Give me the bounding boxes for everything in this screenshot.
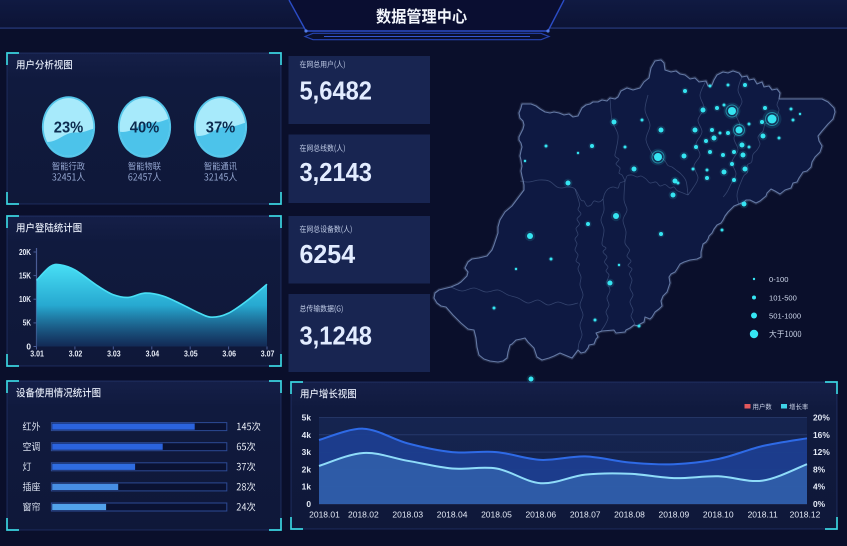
svg-text:2018.07: 2018.07 [570,510,601,520]
svg-text:6254: 6254 [300,239,356,269]
svg-text:15K: 15K [19,270,31,280]
svg-text:5k: 5k [302,413,312,423]
svg-text:2018.01: 2018.01 [309,510,340,520]
svg-text:4%: 4% [813,482,826,492]
svg-text:20%: 20% [813,413,830,423]
svg-text:3.04: 3.04 [146,349,160,359]
svg-text:3,1248: 3,1248 [300,321,373,351]
svg-text:0: 0 [26,341,31,351]
svg-text:5,6482: 5,6482 [300,75,373,105]
svg-text:3k: 3k [302,447,312,457]
svg-text:3.06: 3.06 [222,349,236,359]
svg-text:3.03: 3.03 [107,349,121,359]
svg-text:20K: 20K [19,247,31,257]
svg-text:2018.08: 2018.08 [614,510,645,520]
svg-text:2018.03: 2018.03 [392,510,423,520]
svg-text:0-100: 0-100 [769,275,788,284]
svg-text:2018.04: 2018.04 [437,510,468,520]
svg-text:3.02: 3.02 [69,349,83,359]
svg-text:3.05: 3.05 [184,349,198,359]
svg-text:3.01: 3.01 [30,349,44,359]
svg-text:37%: 37% [206,120,236,137]
svg-text:5K: 5K [23,318,31,328]
svg-text:2018.09: 2018.09 [659,510,690,520]
svg-text:4k: 4k [302,430,312,440]
svg-text:2018.02: 2018.02 [348,510,379,520]
svg-text:2018.11: 2018.11 [748,510,778,520]
svg-text:0%: 0% [813,499,826,509]
svg-text:2018.10: 2018.10 [703,510,734,520]
svg-text:2018.06: 2018.06 [525,510,556,520]
svg-text:0: 0 [306,499,311,509]
svg-text:2018.05: 2018.05 [481,510,512,520]
svg-text:23%: 23% [54,120,84,137]
svg-text:101-500: 101-500 [769,293,797,302]
svg-text:1k: 1k [302,482,312,492]
svg-text:3.07: 3.07 [261,349,275,359]
svg-text:12%: 12% [813,447,830,457]
svg-text:8%: 8% [813,464,826,474]
svg-text:40%: 40% [130,120,160,137]
svg-text:10K: 10K [19,294,31,304]
svg-text:16%: 16% [813,430,830,440]
svg-text:2k: 2k [302,464,312,474]
svg-text:2018.12: 2018.12 [790,510,821,520]
svg-text:501-1000: 501-1000 [769,311,801,320]
svg-text:3,2143: 3,2143 [300,157,373,187]
